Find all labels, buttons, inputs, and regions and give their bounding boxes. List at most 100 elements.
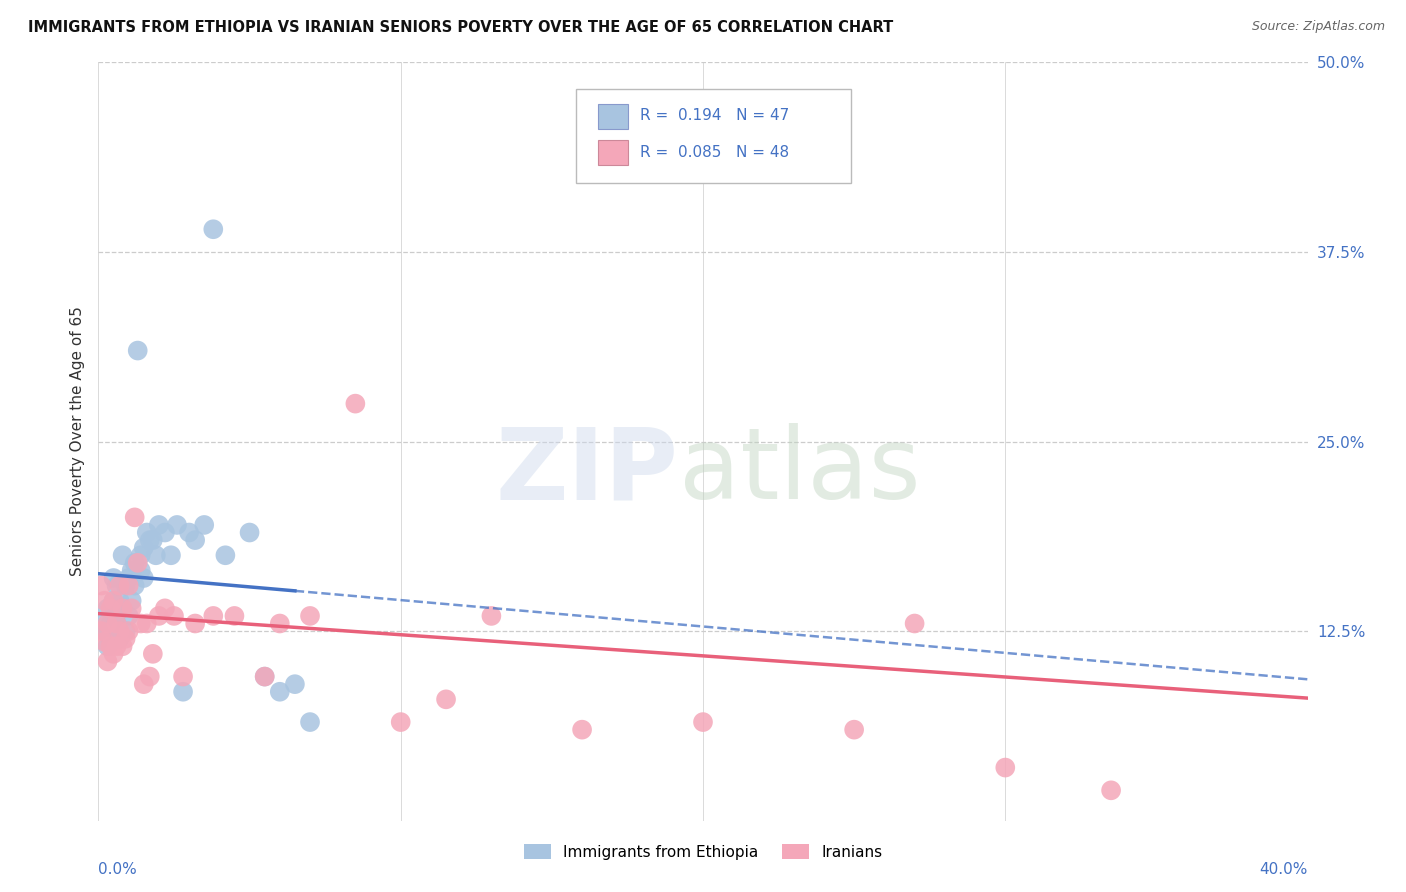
Point [108, 624, 131, 639]
Point [121, 594, 143, 608]
Point [105, 639, 128, 653]
Point [163, 608, 186, 623]
Text: 0.0%: 0.0% [98, 863, 138, 878]
Point [96, 639, 118, 653]
Point [571, 723, 593, 737]
Text: R =  0.085   N = 48: R = 0.085 N = 48 [640, 145, 789, 160]
Point [135, 525, 157, 540]
Point [481, 608, 503, 623]
Point [118, 579, 141, 593]
Point [96, 616, 118, 631]
Point [139, 533, 162, 548]
Point [184, 533, 207, 548]
Point [142, 533, 165, 548]
Text: Source: ZipAtlas.com: Source: ZipAtlas.com [1251, 20, 1385, 33]
Point [904, 616, 927, 631]
Point [153, 525, 176, 540]
Point [193, 517, 215, 532]
Point [127, 556, 149, 570]
Point [118, 608, 141, 623]
Point [224, 608, 246, 623]
Point [148, 608, 170, 623]
Point [129, 564, 152, 578]
Point [132, 571, 155, 585]
Point [96, 601, 118, 615]
Point [214, 548, 236, 563]
Point [434, 692, 457, 706]
Point [124, 510, 146, 524]
Point [172, 669, 194, 683]
Point [118, 571, 141, 585]
Point [127, 343, 149, 358]
Point [269, 685, 291, 699]
Point [105, 579, 128, 593]
Point [100, 601, 122, 615]
Point [103, 608, 125, 623]
Point [124, 579, 146, 593]
Point [160, 548, 183, 563]
Point [129, 548, 152, 563]
Point [90, 616, 112, 631]
Point [121, 564, 143, 578]
Point [100, 634, 122, 648]
Point [994, 760, 1017, 774]
Point [616, 131, 638, 145]
Point [108, 579, 131, 593]
Point [103, 594, 125, 608]
Point [148, 517, 170, 532]
Point [253, 669, 276, 683]
Point [239, 525, 262, 540]
Point [111, 548, 134, 563]
Point [114, 624, 136, 639]
Point [142, 647, 165, 661]
Point [108, 632, 131, 646]
Point [179, 525, 201, 540]
Point [184, 616, 207, 631]
Point [93, 594, 115, 608]
Point [269, 616, 291, 631]
Point [100, 639, 122, 653]
Point [145, 548, 167, 563]
Point [108, 594, 131, 608]
Point [299, 608, 322, 623]
Point [105, 616, 128, 631]
Point [172, 685, 194, 699]
Point [692, 715, 714, 730]
Text: atlas: atlas [679, 424, 921, 520]
Point [111, 639, 134, 653]
Point [105, 616, 128, 631]
Point [93, 624, 115, 639]
Point [96, 655, 118, 669]
Point [253, 669, 276, 683]
Point [844, 723, 866, 737]
Point [111, 601, 134, 615]
Legend: Immigrants from Ethiopia, Iranians: Immigrants from Ethiopia, Iranians [517, 838, 889, 866]
Point [389, 715, 412, 730]
Text: IMMIGRANTS FROM ETHIOPIA VS IRANIAN SENIORS POVERTY OVER THE AGE OF 65 CORRELATI: IMMIGRANTS FROM ETHIOPIA VS IRANIAN SENI… [28, 20, 893, 35]
Point [284, 677, 307, 691]
Point [202, 608, 225, 623]
Point [100, 616, 122, 631]
Point [103, 647, 125, 661]
Point [132, 677, 155, 691]
Point [111, 601, 134, 615]
Point [202, 222, 225, 236]
Point [103, 594, 125, 608]
Point [114, 632, 136, 646]
Point [1099, 783, 1122, 797]
Point [153, 601, 176, 615]
Point [299, 715, 322, 730]
Point [135, 616, 157, 631]
Point [166, 517, 188, 532]
Text: R =  0.194   N = 47: R = 0.194 N = 47 [640, 108, 789, 123]
Y-axis label: Seniors Poverty Over the Age of 65: Seniors Poverty Over the Age of 65 [69, 307, 84, 576]
Point [90, 624, 112, 639]
Point [118, 624, 141, 639]
Point [344, 396, 367, 410]
Point [121, 601, 143, 615]
Point [103, 571, 125, 585]
Text: ZIP: ZIP [496, 424, 679, 520]
Point [124, 556, 146, 570]
Point [90, 579, 112, 593]
Point [93, 634, 115, 648]
